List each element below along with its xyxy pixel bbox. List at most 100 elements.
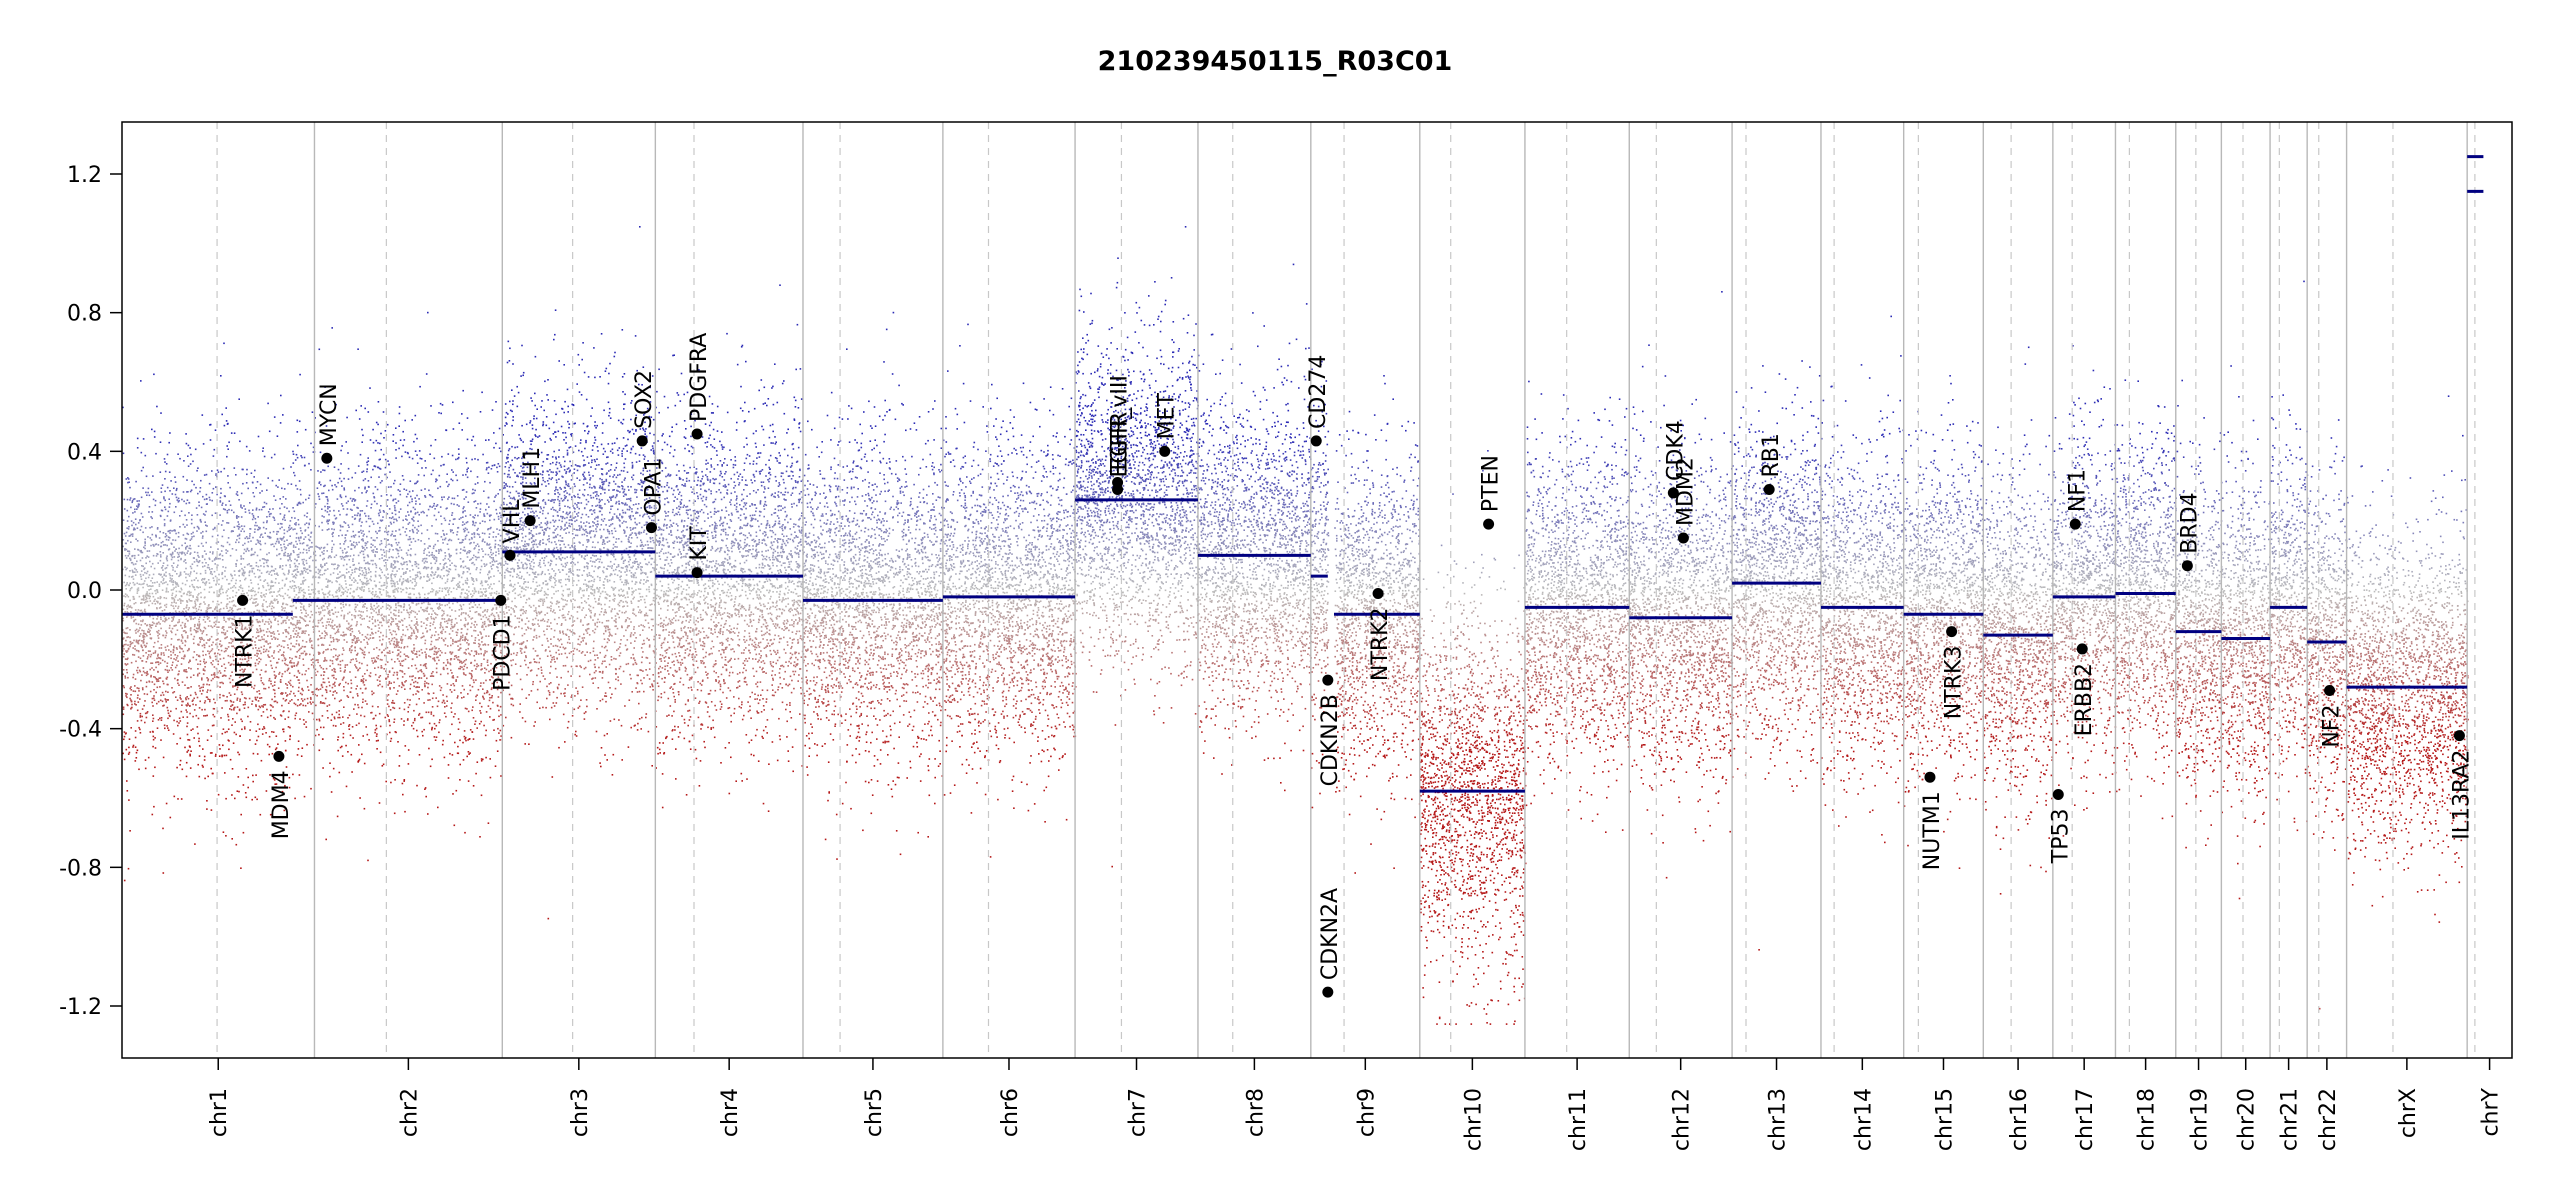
probe-point — [175, 610, 177, 612]
probe-point — [132, 647, 134, 649]
probe-point — [185, 709, 187, 711]
probe-point — [184, 747, 186, 749]
probe-point — [279, 594, 281, 596]
probe-point — [268, 680, 270, 682]
probe-point — [266, 528, 268, 530]
probe-point — [280, 679, 282, 681]
probe-point — [217, 653, 219, 655]
probe-point — [258, 639, 260, 641]
probe-point — [275, 485, 277, 487]
probe-point — [158, 544, 160, 546]
probe-point — [258, 436, 260, 438]
probe-point — [123, 609, 125, 611]
probe-point — [176, 566, 178, 568]
probe-point — [246, 797, 248, 799]
probe-point — [165, 649, 167, 651]
probe-point — [257, 555, 259, 557]
probe-point — [148, 577, 150, 579]
probe-point — [191, 536, 193, 538]
probe-point — [263, 634, 265, 636]
probe-point — [173, 616, 175, 618]
probe-point — [282, 565, 284, 567]
probe-point — [239, 754, 241, 756]
probe-point — [241, 729, 243, 731]
probe-point — [275, 568, 277, 570]
probe-point — [174, 571, 176, 573]
probe-point — [135, 609, 137, 611]
probe-point — [137, 667, 139, 669]
probe-point — [249, 502, 251, 504]
probe-point — [221, 602, 223, 604]
probe-point — [222, 745, 224, 747]
probe-point — [274, 674, 276, 676]
probe-point — [172, 619, 174, 621]
probe-point — [248, 541, 250, 543]
probe-point — [202, 537, 204, 539]
probe-point — [259, 661, 261, 663]
probe-point — [198, 545, 200, 547]
probe-point — [183, 561, 185, 563]
probe-point — [141, 716, 143, 718]
probe-point — [198, 621, 200, 623]
probe-point — [234, 570, 236, 572]
probe-point — [251, 595, 253, 597]
probe-point — [159, 623, 161, 625]
probe-point — [264, 456, 266, 458]
probe-point — [164, 609, 166, 611]
probe-point — [269, 431, 271, 433]
probe-point — [281, 550, 283, 552]
probe-point — [257, 569, 259, 571]
probe-point — [136, 500, 138, 502]
probe-point — [181, 798, 183, 800]
probe-point — [129, 576, 131, 578]
probe-point — [179, 526, 181, 528]
probe-point — [293, 630, 295, 632]
probe-point — [170, 519, 172, 521]
probe-point — [207, 639, 209, 641]
probe-point — [193, 638, 195, 640]
probe-point — [224, 509, 226, 511]
probe-point — [260, 628, 262, 630]
probe-point — [187, 499, 189, 501]
probe-point — [239, 700, 241, 702]
probe-point — [146, 591, 148, 593]
probe-point — [157, 635, 159, 637]
probe-point — [177, 453, 179, 455]
probe-point — [178, 684, 180, 686]
probe-point — [146, 573, 148, 575]
probe-point — [129, 646, 131, 648]
probe-point — [241, 525, 243, 527]
probe-point — [142, 467, 144, 469]
probe-point — [137, 672, 139, 674]
probe-point — [234, 732, 236, 734]
probe-point — [162, 583, 164, 585]
probe-point — [149, 669, 151, 671]
probe-point — [226, 420, 228, 422]
probe-point — [246, 469, 248, 471]
probe-point — [150, 662, 152, 664]
probe-point — [167, 727, 169, 729]
probe-point — [249, 450, 251, 452]
probe-point — [179, 764, 181, 766]
probe-point — [218, 471, 220, 473]
probe-point — [127, 510, 129, 512]
probe-point — [165, 635, 167, 637]
probe-point — [266, 562, 268, 564]
probe-point — [286, 618, 288, 620]
probe-point — [220, 588, 222, 590]
probe-point — [175, 708, 177, 710]
probe-point — [142, 689, 144, 691]
probe-point — [141, 640, 143, 642]
probe-point — [135, 746, 137, 748]
probe-point — [258, 709, 260, 711]
probe-point — [209, 497, 211, 499]
probe-point — [247, 488, 249, 490]
probe-point — [264, 623, 266, 625]
probe-point — [259, 509, 261, 511]
probe-point — [128, 596, 130, 598]
probe-point — [255, 601, 257, 603]
probe-point — [273, 657, 275, 659]
probe-point — [150, 566, 152, 568]
probe-point — [248, 510, 250, 512]
probe-point — [230, 587, 232, 589]
